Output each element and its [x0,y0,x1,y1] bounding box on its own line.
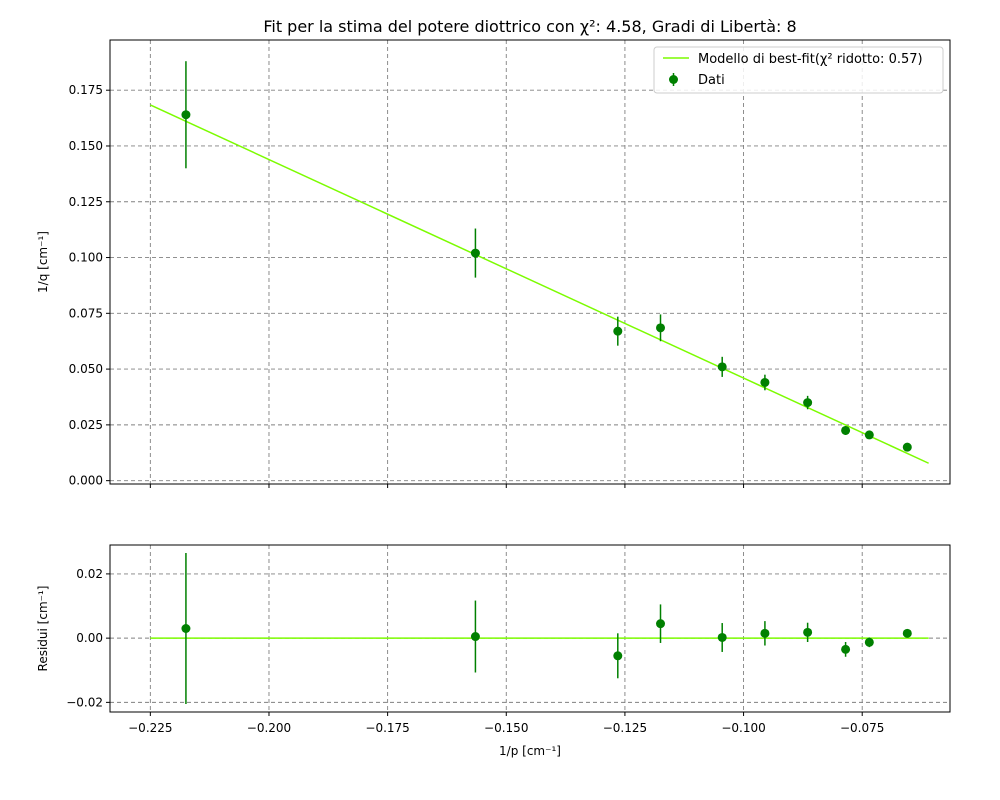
y-axis-label: 1/q [cm⁻¹] [36,231,50,293]
x-axis-label: 1/p [cm⁻¹] [499,744,561,758]
y-tick-label: 0.00 [76,631,103,645]
plot-area [150,61,929,464]
residual-point [717,632,727,642]
residual-point [470,632,480,642]
residual-point [902,628,912,638]
x-tick-label: −0.200 [247,721,291,735]
x-tick-label: −0.100 [721,721,765,735]
y-tick-label: 0.000 [69,474,103,488]
x-tick-label: −0.225 [128,721,172,735]
y-tick-label: 0.100 [69,251,103,265]
data-point [760,377,770,387]
data-point [864,430,874,440]
residuals-panel: −0.225 −0.200 −0.175 −0.150 −0.125 −0.100 −0.0… [36,544,951,758]
data-point [181,110,191,120]
legend-fit-label: Modello di best-fit(χ² ridotto: 0.57) [698,52,923,67]
axes-frame [109,544,951,713]
best-fit-line [150,104,929,464]
residual-point [841,644,851,654]
main-panel: 0.000 0.025 0.050 0.075 0.100 0.125 0.150 0.175… [36,39,951,488]
legend-data-label: Dati [698,73,725,88]
data-point [841,425,851,435]
residual-point [613,651,623,661]
data-point [470,248,480,258]
x-tick-label: −0.125 [603,721,647,735]
residuals-y-axis-label: Residui [cm⁻¹] [36,586,50,672]
residual-point [656,619,666,629]
y-tick-label: 0.175 [69,83,103,97]
data-point [902,442,912,452]
legend-box [653,46,944,94]
y-tick-label: 0.125 [69,195,103,209]
data-point [656,323,666,333]
x-tick-label: −0.075 [840,721,884,735]
legend: Modello di best-fit(χ² ridotto: 0.57) Dat… [653,46,944,94]
chart-title: Fit per la stima del potere diottrico co… [263,17,796,36]
residual-point [803,627,813,637]
y-tick-label: 0.150 [69,139,103,153]
data-point [717,362,727,372]
residual-point [181,624,191,633]
x-tick-label: −0.150 [484,721,528,735]
y-tick-label: 0.02 [76,567,103,581]
data-point [613,326,623,336]
axes-frame [109,39,951,485]
legend-data-marker [669,75,678,84]
y-tick-label: 0.075 [69,306,103,320]
residual-point [864,637,874,647]
y-tick-label: 0.025 [69,418,103,432]
data-point [803,398,813,408]
y-tick-label: −0.02 [66,695,103,709]
y-tick-label: 0.050 [69,362,103,376]
residual-point [760,628,770,638]
x-tick-label: −0.175 [365,721,409,735]
plot-area [150,553,929,704]
